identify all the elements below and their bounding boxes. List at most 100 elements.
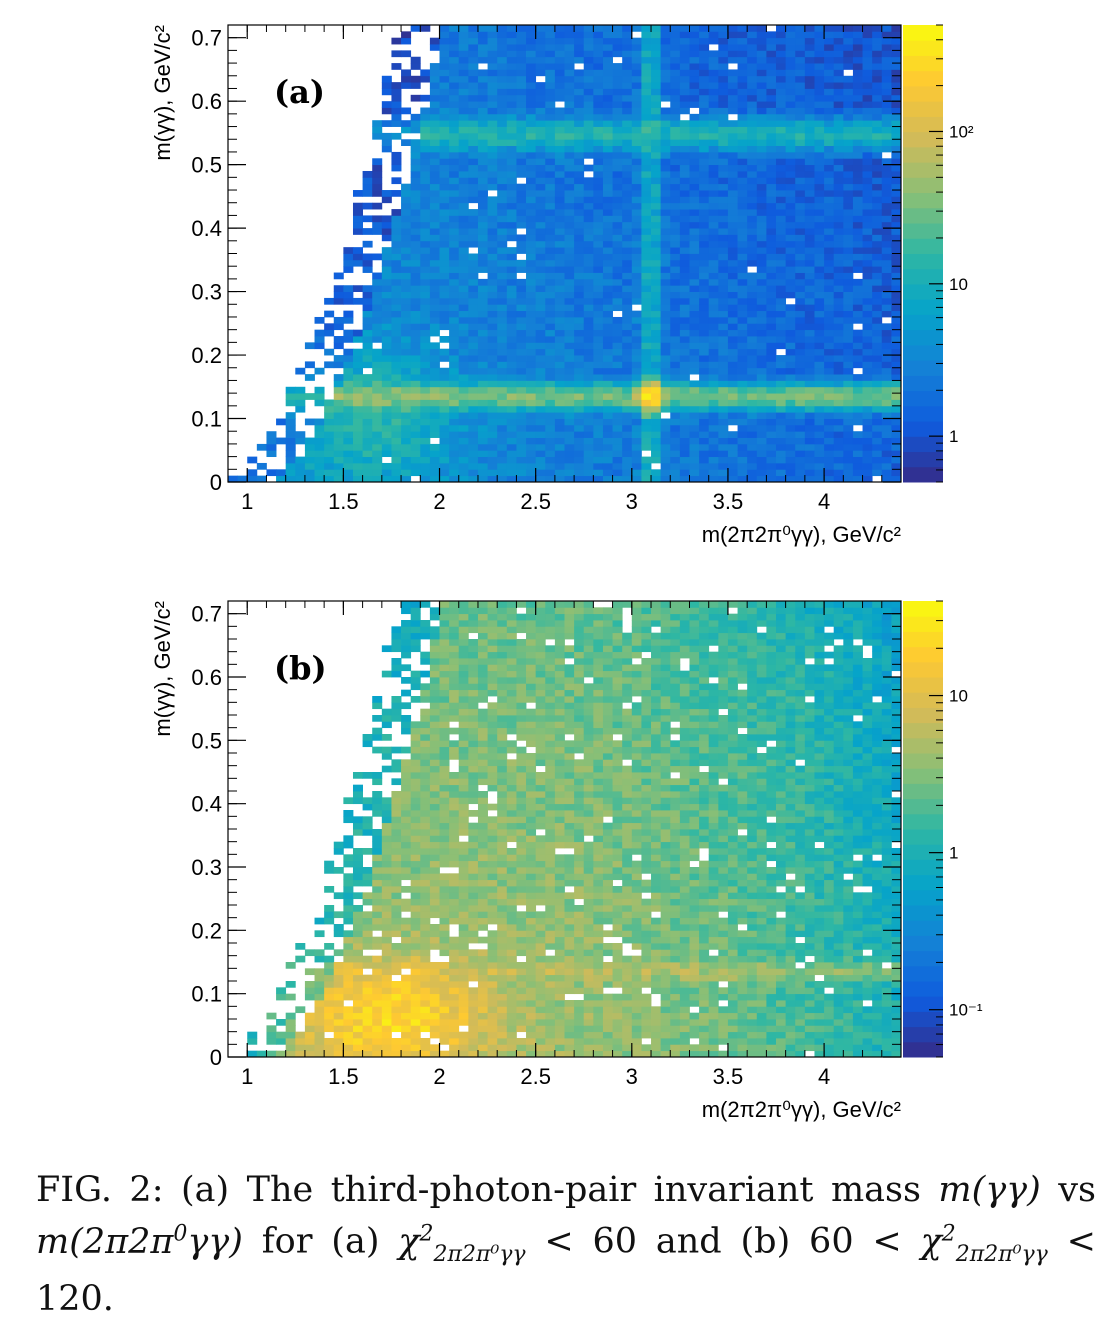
heatmap-cell bbox=[497, 424, 508, 432]
heatmap-cell bbox=[862, 25, 873, 32]
heatmap-cell bbox=[833, 247, 844, 254]
heatmap-cell bbox=[795, 418, 806, 426]
heatmap-cell bbox=[554, 475, 565, 483]
heatmap-cell bbox=[852, 456, 863, 464]
heatmap-cell bbox=[824, 215, 835, 223]
heatmap-cell bbox=[391, 190, 402, 197]
heatmap-cell bbox=[641, 405, 652, 413]
heatmap-cell bbox=[881, 310, 892, 318]
heatmap-cell bbox=[381, 291, 392, 299]
heatmap-cell bbox=[651, 132, 662, 140]
heatmap-cell bbox=[891, 63, 902, 70]
heatmap-cell bbox=[554, 266, 565, 273]
heatmap-cell bbox=[824, 355, 835, 362]
heatmap-cell bbox=[641, 329, 652, 337]
heatmap-cell bbox=[352, 374, 363, 381]
heatmap-cell bbox=[660, 361, 671, 369]
heatmap-cell bbox=[670, 348, 681, 356]
heatmap-cell bbox=[401, 1044, 412, 1052]
heatmap-cell bbox=[881, 336, 892, 343]
heatmap-cell bbox=[516, 456, 527, 464]
heatmap-cell bbox=[776, 431, 787, 438]
heatmap-cell bbox=[458, 456, 469, 464]
heatmap-cell bbox=[401, 905, 412, 912]
heatmap-cell bbox=[737, 37, 748, 45]
heatmap-cell bbox=[564, 291, 575, 299]
heatmap-cell bbox=[651, 443, 662, 451]
heatmap-cell bbox=[468, 443, 479, 451]
heatmap-cell bbox=[747, 63, 758, 70]
heatmap-cell bbox=[872, 297, 883, 305]
heatmap-cell bbox=[843, 88, 854, 96]
heatmap-cell bbox=[583, 405, 594, 413]
heatmap-cell bbox=[766, 361, 777, 369]
heatmap-cell bbox=[381, 355, 392, 362]
heatmap-cell bbox=[756, 151, 767, 159]
heatmap-cell bbox=[583, 348, 594, 356]
heatmap-cell bbox=[449, 139, 460, 146]
heatmap-cell bbox=[410, 892, 421, 900]
heatmap-cell bbox=[660, 240, 671, 248]
heatmap-cell bbox=[651, 215, 662, 223]
heatmap-cell bbox=[410, 1006, 421, 1014]
heatmap-cell bbox=[458, 418, 469, 426]
heatmap-cell bbox=[304, 1012, 315, 1020]
heatmap-cell bbox=[458, 310, 469, 318]
heatmap-cell bbox=[497, 177, 508, 185]
heatmap-cell bbox=[352, 1050, 363, 1058]
heatmap-cell bbox=[583, 266, 594, 273]
heatmap-cell bbox=[824, 234, 835, 242]
heatmap-cell bbox=[352, 462, 363, 470]
heatmap-cell bbox=[285, 399, 296, 407]
heatmap-cell bbox=[593, 380, 604, 388]
heatmap-cell bbox=[891, 405, 902, 413]
heatmap-cell bbox=[843, 132, 854, 140]
heatmap-cell bbox=[641, 342, 652, 350]
heatmap-cell bbox=[872, 82, 883, 89]
heatmap-cell bbox=[449, 310, 460, 318]
heatmap-cell bbox=[766, 399, 777, 407]
heatmap-cell bbox=[391, 228, 402, 235]
heatmap-cell bbox=[852, 355, 863, 362]
colorbar-step bbox=[903, 162, 943, 178]
heatmap-cell bbox=[747, 374, 758, 381]
heatmap-cell bbox=[583, 462, 594, 470]
heatmap-cell bbox=[824, 361, 835, 369]
heatmap-cell bbox=[564, 285, 575, 292]
heatmap-cell bbox=[554, 88, 565, 96]
heatmap-cell bbox=[872, 107, 883, 115]
heatmap-cell bbox=[631, 297, 642, 305]
heatmap-cell bbox=[708, 25, 719, 32]
heatmap-cell bbox=[804, 399, 815, 407]
heatmap-cell bbox=[833, 323, 844, 331]
heatmap-cell bbox=[487, 386, 498, 394]
heatmap-cell bbox=[401, 190, 412, 197]
heatmap-cell bbox=[670, 380, 681, 388]
heatmap-cell bbox=[631, 44, 642, 51]
heatmap-cell bbox=[449, 240, 460, 248]
heatmap-cell bbox=[776, 469, 787, 477]
heatmap-cell bbox=[554, 196, 565, 204]
heatmap-cell bbox=[401, 82, 412, 89]
heatmap-cell bbox=[612, 94, 623, 102]
heatmap-cell bbox=[477, 82, 488, 89]
heatmap-cell bbox=[449, 1031, 460, 1039]
heatmap-cell bbox=[401, 974, 412, 982]
heatmap-cell bbox=[420, 405, 431, 413]
heatmap-cell bbox=[689, 266, 700, 273]
heatmap-cell bbox=[718, 228, 729, 235]
heatmap-cell bbox=[602, 278, 613, 286]
heatmap-cell bbox=[689, 323, 700, 331]
heatmap-cell bbox=[833, 202, 844, 210]
heatmap-cell bbox=[727, 272, 738, 280]
heatmap-cell bbox=[410, 82, 421, 89]
heatmap-cell bbox=[612, 316, 623, 324]
heatmap-cell bbox=[872, 50, 883, 58]
heatmap-cell bbox=[420, 304, 431, 312]
heatmap-cell bbox=[506, 164, 517, 172]
heatmap-cell bbox=[545, 44, 556, 51]
heatmap-cell bbox=[295, 399, 306, 407]
heatmap-cell bbox=[574, 75, 585, 83]
heatmap-cell bbox=[391, 848, 402, 855]
heatmap-cell bbox=[718, 75, 729, 83]
